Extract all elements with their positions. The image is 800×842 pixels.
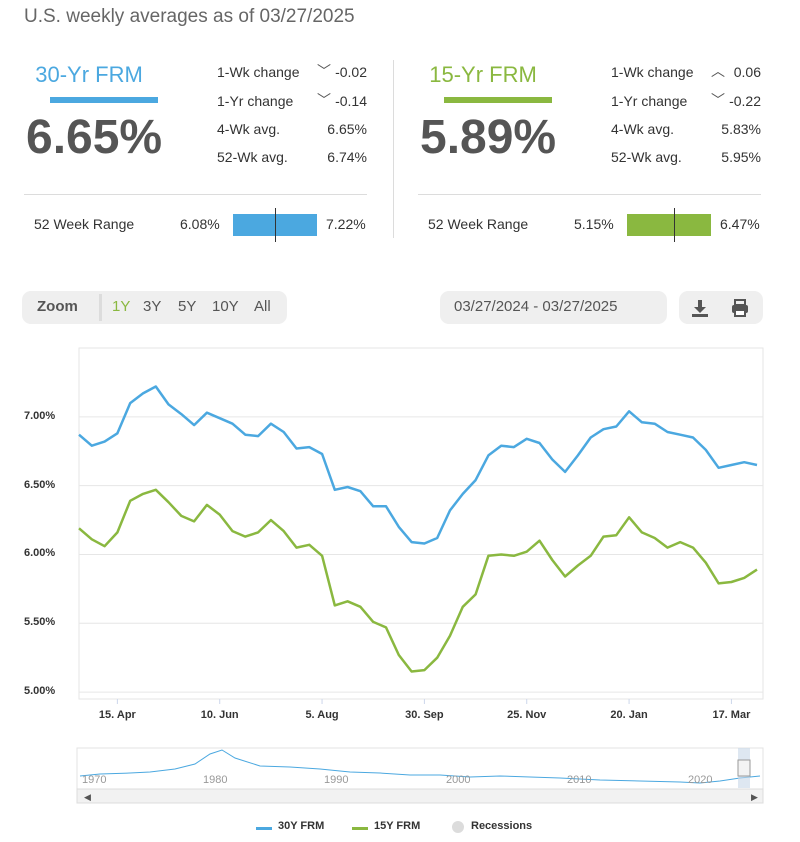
- y-tick-label: 7.00%: [24, 409, 56, 422]
- scroll-left-icon: ◀: [84, 793, 91, 803]
- zoom-10y-button[interactable]: 10Y: [212, 298, 239, 315]
- stat-1wk-change: 1-Wk change ︿ 0.06: [611, 63, 761, 84]
- divider: [418, 194, 761, 195]
- zoom-control: Zoom 1Y 3Y 5Y 10Y All: [22, 291, 287, 324]
- navigator-handle: [737, 759, 751, 777]
- navigator-year-label: 2010: [567, 774, 592, 786]
- navigator-year-label: 1980: [203, 774, 228, 786]
- range-bar: [627, 214, 711, 236]
- stat-4wk-avg: 4-Wk avg. 5.83%: [611, 121, 761, 141]
- range-current-marker: [275, 208, 276, 242]
- chart-actions: [679, 291, 763, 324]
- range-label: 52 Week Range: [34, 216, 135, 232]
- down-arrow-icon: ﹀: [711, 92, 725, 108]
- panel-30yr-title: 30-Yr FRM: [35, 62, 143, 87]
- date-range-text: 03/27/2024 - 03/27/2025: [454, 298, 618, 315]
- stat-value: 5.83%: [721, 121, 761, 137]
- range-max: 6.47%: [720, 216, 760, 232]
- legend-swatch: [352, 827, 368, 830]
- panel-30yr-rate: 6.65%: [26, 111, 163, 164]
- range-max: 7.22%: [326, 216, 366, 232]
- legend-swatch: [452, 821, 464, 833]
- panel-30yr: 30-Yr FRM 6.65% 1-Wk change ﹀ -0.02 1-Yr…: [24, 58, 367, 248]
- range-min: 6.08%: [180, 216, 220, 232]
- plot-area: [78, 347, 764, 700]
- stat-value: 0.06: [733, 64, 761, 80]
- stat-label: 52-Wk avg.: [611, 149, 682, 165]
- page-header: U.S. weekly averages as of 03/27/2025: [24, 6, 355, 27]
- series-line-30y-frm[interactable]: [78, 385, 758, 545]
- panel-30yr-underline: [50, 97, 158, 103]
- y-tick-label: 5.50%: [24, 616, 56, 629]
- legend-label: 30Y FRM: [278, 820, 325, 832]
- down-arrow-icon: ﹀: [317, 92, 331, 108]
- divider: [24, 194, 367, 195]
- stat-label: 1-Wk change: [611, 64, 694, 80]
- panel-15yr-underline: [444, 97, 552, 103]
- panel-15yr-rate: 5.89%: [420, 111, 557, 164]
- download-icon[interactable]: [689, 297, 711, 319]
- zoom-3y-button[interactable]: 3Y: [143, 298, 162, 315]
- navigator-year-label: 1970: [82, 774, 107, 786]
- x-tick-label: 20. Jan: [610, 709, 648, 721]
- zoom-all-button[interactable]: All: [254, 298, 271, 315]
- zoom-label: Zoom: [37, 298, 78, 315]
- stat-label: 4-Wk avg.: [611, 121, 675, 137]
- zoom-5y-button[interactable]: 5Y: [178, 298, 197, 315]
- range-min: 5.15%: [574, 216, 614, 232]
- legend-swatch: [256, 827, 272, 830]
- stat-4wk-avg: 4-Wk avg. 6.65%: [217, 121, 367, 141]
- stat-1yr-change: 1-Yr change ﹀ -0.22: [611, 92, 761, 113]
- zoom-divider: [99, 294, 102, 321]
- print-icon[interactable]: [729, 297, 751, 319]
- navigator-year-label: 2020: [688, 774, 713, 786]
- stat-label: 1-Yr change: [611, 93, 688, 109]
- series-line-15y-frm[interactable]: [78, 488, 758, 673]
- navigator-year-label: 2000: [446, 774, 471, 786]
- stat-1yr-change: 1-Yr change ﹀ -0.14: [217, 92, 367, 113]
- x-tick-label: 15. Apr: [98, 709, 136, 721]
- y-tick-label: 6.00%: [24, 547, 56, 560]
- legend-label: 15Y FRM: [374, 820, 421, 832]
- main-line-chart: [78, 347, 764, 704]
- range-current-marker: [674, 208, 676, 242]
- x-tick-label: 25. Nov: [507, 709, 547, 721]
- up-arrow-icon: ︿: [711, 63, 725, 79]
- x-tick-label: 5. Aug: [305, 709, 339, 721]
- panel-divider: [393, 60, 394, 238]
- stat-value: 6.74%: [327, 149, 367, 165]
- stat-value: 5.95%: [721, 149, 761, 165]
- legend-label: Recessions: [471, 820, 533, 832]
- navigator-history-line: [79, 749, 761, 784]
- x-tick-label: 10. Jun: [200, 709, 239, 721]
- stat-1wk-change: 1-Wk change ﹀ -0.02: [217, 63, 367, 84]
- stat-value: -0.02: [335, 64, 367, 80]
- navigator-scrollbar: [76, 788, 764, 804]
- stat-label: 52-Wk avg.: [217, 149, 288, 165]
- grid-lines: [79, 416, 763, 704]
- y-tick-label: 6.50%: [24, 478, 56, 491]
- date-range-selector[interactable]: 03/27/2024 - 03/27/2025: [440, 291, 667, 324]
- stat-52wk-avg: 52-Wk avg. 5.95%: [611, 149, 761, 169]
- range-label: 52 Week Range: [428, 216, 529, 232]
- stat-label: 4-Wk avg.: [217, 121, 281, 137]
- series-layer: [78, 385, 758, 673]
- x-tick-label: 17. Mar: [712, 709, 751, 721]
- panel-15yr-title: 15-Yr FRM: [429, 62, 537, 87]
- range-navigator[interactable]: ◀ ▶: [0, 740, 800, 808]
- navigator-track: [76, 747, 764, 797]
- stat-label: 1-Yr change: [217, 93, 294, 109]
- x-tick-label: 30. Sep: [405, 709, 444, 721]
- stat-value: -0.14: [335, 93, 367, 109]
- down-arrow-icon: ﹀: [317, 63, 331, 79]
- stat-label: 1-Wk change: [217, 64, 300, 80]
- navigator-year-label: 1990: [324, 774, 349, 786]
- stat-value: -0.22: [729, 93, 761, 109]
- scroll-right-icon: ▶: [751, 793, 758, 803]
- y-tick-label: 5.00%: [24, 685, 56, 698]
- stat-value: 6.65%: [327, 121, 367, 137]
- stat-52wk-avg: 52-Wk avg. 6.74%: [217, 149, 367, 169]
- panel-15yr: 15-Yr FRM 5.89% 1-Wk change ︿ 0.06 1-Yr …: [418, 58, 761, 248]
- zoom-1y-button[interactable]: 1Y: [112, 298, 131, 315]
